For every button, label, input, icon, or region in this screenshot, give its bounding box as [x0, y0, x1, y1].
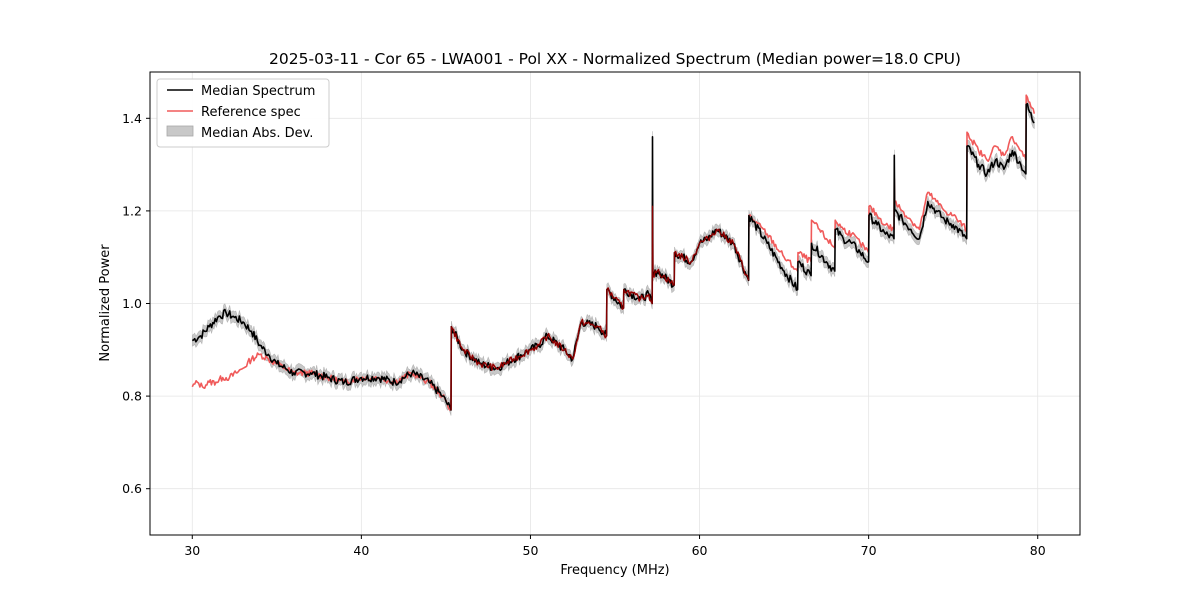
x-tick-label: 30	[184, 543, 200, 558]
y-axis-ticks: 0.6 0.8 1.0 1.2 1.4	[122, 111, 150, 496]
legend: Median Spectrum Reference spec Median Ab…	[156, 78, 330, 148]
y-tick-label: 0.6	[122, 481, 142, 496]
legend-box	[156, 78, 330, 148]
y-tick-label: 1.4	[122, 111, 142, 126]
x-tick-label: 50	[523, 543, 539, 558]
median-abs-dev-band	[192, 97, 1035, 416]
y-tick-label: 1.0	[122, 296, 142, 311]
legend-reference-label: Reference spec	[201, 105, 301, 120]
y-tick-label: 1.2	[122, 203, 142, 218]
overlap-spectrum-path	[450, 205, 750, 411]
mad-band-area	[192, 97, 1035, 416]
x-tick-label: 60	[692, 543, 708, 558]
legend-mad-label: Median Abs. Dev.	[201, 126, 313, 141]
x-axis-label: Frequency (MHz)	[560, 563, 669, 578]
x-tick-label: 80	[1030, 543, 1046, 558]
x-axis-ticks: 30 40 50 60 70 80	[184, 535, 1046, 558]
legend-median-label: Median Spectrum	[201, 84, 315, 99]
legend-mad-swatch	[166, 125, 194, 137]
y-tick-label: 0.8	[122, 389, 142, 404]
chart-title: 2025-03-11 - Cor 65 - LWA001 - Pol XX - …	[269, 50, 961, 68]
median-spectrum-line	[191, 102, 1035, 411]
median-spectrum-path	[191, 102, 1035, 411]
y-axis-label: Normalized Power	[98, 244, 113, 362]
x-tick-label: 70	[861, 543, 877, 558]
x-tick-label: 40	[353, 543, 369, 558]
